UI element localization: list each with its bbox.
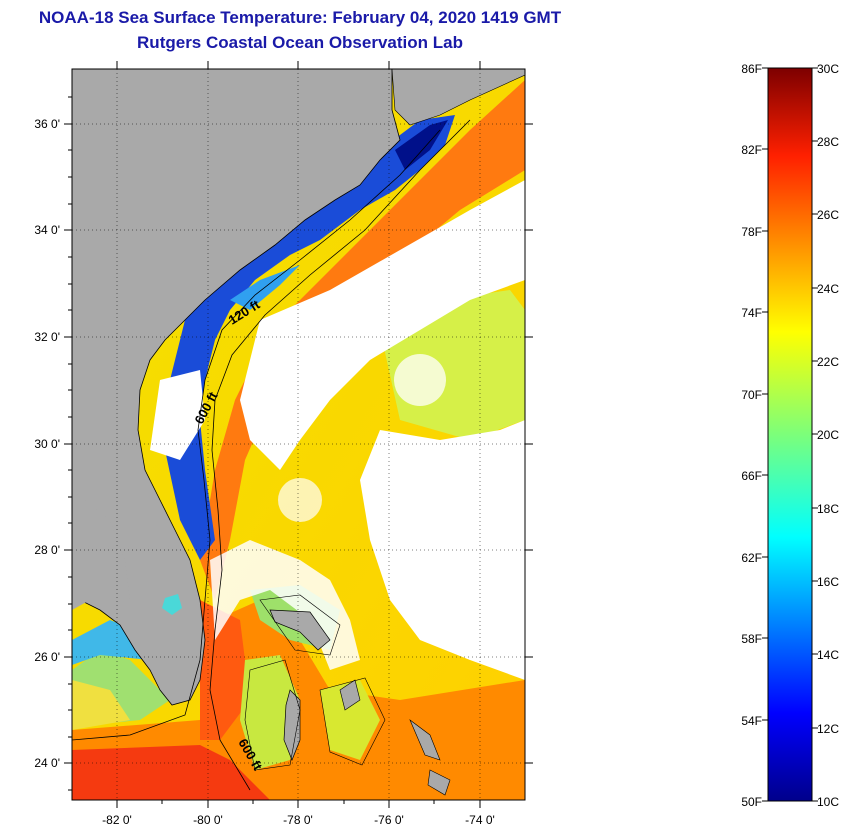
lat-label-24: 24 0'	[34, 756, 60, 770]
cloud-patch-b	[394, 354, 446, 406]
cloud-patch-a	[278, 478, 322, 522]
lat-label-34: 34 0'	[34, 223, 60, 237]
cold-shelf-water	[165, 115, 455, 560]
bahama-bank-east	[320, 680, 380, 760]
lon-label-80: -80 0'	[193, 813, 223, 827]
cloud-patch-c	[440, 490, 500, 550]
lon-label-82: -82 0'	[102, 813, 132, 827]
lat-label-28: 28 0'	[34, 543, 60, 557]
bank-contour-c	[319, 677, 386, 766]
lon-label-74: -74 0'	[465, 813, 495, 827]
lat-label-32: 32 0'	[34, 330, 60, 344]
bank-contour-b	[244, 659, 301, 771]
land-us-southeast	[72, 69, 401, 706]
isobath-120ft	[72, 129, 441, 741]
gulf-stream	[200, 80, 525, 600]
map-area	[72, 69, 525, 800]
axis-ticks	[64, 61, 533, 808]
cloud-band-north	[240, 180, 525, 470]
cloud-patch-coast	[150, 370, 205, 460]
cb-label-86f: 86F	[741, 62, 762, 76]
cb-label-58f: 58F	[741, 632, 762, 646]
grand-bahama	[269, 609, 331, 651]
cb-label-62f: 62F	[741, 551, 762, 565]
pamlico-cold	[395, 120, 448, 170]
cb-label-74f: 74F	[741, 306, 762, 320]
cb-label-30c: 30C	[817, 62, 839, 76]
colorbar	[767, 67, 813, 802]
cb-label-10c: 10C	[817, 795, 839, 809]
lon-label-78: -78 0'	[283, 813, 313, 827]
cb-label-82f: 82F	[741, 143, 762, 157]
red-water-sw	[72, 745, 270, 800]
lake-okeechobee	[162, 594, 182, 615]
cb-label-28c: 28C	[817, 135, 839, 149]
cb-label-18c: 18C	[817, 502, 839, 516]
long-island	[427, 769, 451, 796]
gulf-shelf-yellow	[72, 680, 130, 730]
cb-label-16c: 16C	[817, 575, 839, 589]
cb-label-66f: 66F	[741, 469, 762, 483]
bank-contour-a	[259, 594, 341, 656]
lat-label-26: 26 0'	[34, 650, 60, 664]
cb-label-12c: 12C	[817, 722, 839, 736]
cb-label-50f: 50F	[741, 795, 762, 809]
cat-island	[409, 719, 441, 761]
cb-label-54f: 54F	[741, 714, 762, 728]
map-title: NOAA-18 Sea Surface Temperature: Februar…	[38, 8, 562, 27]
cb-label-20c: 20C	[817, 428, 839, 442]
cb-label-14c: 14C	[817, 648, 839, 662]
cb-label-78f: 78F	[741, 225, 762, 239]
map-subtitle: Rutgers Coastal Ocean Observation Lab	[137, 33, 463, 52]
eleuthera	[339, 679, 361, 711]
isobath-600ft	[209, 119, 471, 791]
cloud-band-east	[360, 420, 525, 680]
land-virginia	[391, 69, 525, 126]
cb-label-70f: 70F	[741, 388, 762, 402]
andros-island	[283, 689, 301, 761]
cb-label-22c: 22C	[817, 355, 839, 369]
colorbar-ticks	[762, 67, 818, 802]
lon-label-76: -76 0'	[374, 813, 404, 827]
cb-label-24c: 24C	[817, 282, 839, 296]
florida-current	[200, 600, 250, 740]
cb-label-26c: 26C	[817, 208, 839, 222]
lat-label-36: 36 0'	[34, 117, 60, 131]
lat-label-30: 30 0'	[34, 437, 60, 451]
